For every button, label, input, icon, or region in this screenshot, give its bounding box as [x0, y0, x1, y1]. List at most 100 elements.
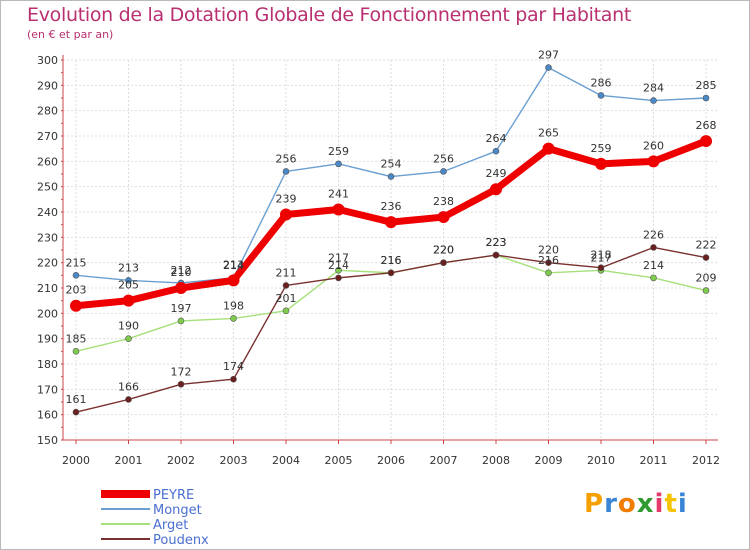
- y-tick-label: 210: [37, 282, 58, 295]
- data-point-poudenx: [650, 244, 657, 251]
- data-point-poudenx: [282, 282, 290, 289]
- data-label-peyre: 259: [591, 142, 612, 155]
- data-point-poudenx: [545, 259, 552, 266]
- data-point-poudenx: [597, 264, 605, 272]
- x-tick-label: 2010: [587, 454, 615, 467]
- data-label-monget: 297: [538, 49, 559, 62]
- y-tick-label: 290: [37, 79, 58, 92]
- legend-label-arget: Arget: [153, 518, 188, 533]
- data-point-poudenx: [387, 269, 395, 277]
- x-tick-label: 2007: [430, 454, 458, 467]
- data-label-monget: 256: [433, 152, 454, 165]
- x-tick-label: 2000: [62, 454, 90, 467]
- x-tick-label: 2001: [115, 454, 143, 467]
- data-label-peyre: 260: [643, 139, 664, 152]
- data-point-monget: [492, 147, 500, 155]
- data-label-monget: 254: [381, 158, 402, 171]
- proxiti-logo-letter: x: [636, 489, 655, 519]
- data-label-poudenx: 218: [591, 249, 612, 262]
- data-label-poudenx: 223: [486, 236, 507, 249]
- data-label-arget: 198: [223, 299, 244, 312]
- data-point-poudenx: [702, 254, 710, 261]
- data-point-arget: [282, 307, 290, 315]
- data-point-monget: [440, 168, 447, 175]
- series-lines: [70, 64, 712, 416]
- x-tick-label: 2003: [220, 454, 248, 467]
- y-tick-label: 200: [37, 307, 58, 320]
- data-point-arget: [545, 269, 552, 277]
- data-label-poudenx: 166: [118, 380, 139, 393]
- data-label-peyre: 241: [328, 187, 349, 200]
- data-label-arget: 217: [328, 251, 349, 264]
- data-point-peyre: [437, 211, 450, 224]
- data-label-poudenx: 216: [381, 254, 402, 267]
- data-label-peyre: 203: [66, 284, 87, 297]
- data-point-monget: [702, 94, 710, 102]
- data-point-peyre: [122, 294, 135, 307]
- data-label-poudenx: 220: [538, 244, 559, 257]
- y-tick-label: 160: [37, 409, 58, 422]
- data-label-arget: 220: [433, 244, 454, 257]
- data-point-arget: [230, 315, 237, 322]
- data-label-monget: 256: [276, 152, 297, 165]
- data-point-peyre: [542, 142, 555, 155]
- x-tick-label: 2008: [482, 454, 510, 467]
- data-point-peyre: [70, 299, 82, 312]
- y-tick-label: 240: [37, 206, 58, 219]
- proxiti-logo-letter: r: [604, 489, 618, 519]
- legend-label-peyre: PEYRE: [153, 488, 194, 503]
- data-point-peyre: [595, 157, 607, 170]
- data-point-peyre: [490, 183, 502, 196]
- data-point-peyre: [700, 135, 712, 148]
- data-label-peyre: 249: [486, 167, 507, 180]
- y-tick-label: 260: [37, 155, 58, 168]
- data-label-monget: 213: [118, 261, 139, 274]
- data-label-arget: 209: [696, 272, 717, 285]
- data-point-arget: [335, 266, 342, 274]
- data-label-arget: 216: [538, 254, 559, 267]
- y-tick-label: 230: [37, 231, 58, 244]
- data-label-peyre: 213: [223, 258, 244, 271]
- legend-label-monget: Monget: [153, 503, 202, 518]
- data-point-arget: [650, 274, 657, 282]
- x-tick-label: 2006: [377, 454, 405, 467]
- data-point-poudenx: [440, 259, 447, 266]
- data-label-monget: 215: [66, 256, 87, 269]
- data-point-peyre: [175, 282, 187, 294]
- proxiti-logo-letter: t: [664, 489, 678, 519]
- y-tick-label: 280: [37, 105, 58, 118]
- x-tick-label: 2011: [640, 454, 668, 467]
- data-point-poudenx: [125, 396, 132, 403]
- data-point-monget: [545, 64, 552, 71]
- chart-title: Evolution de la Dotation Globale de Fonc…: [27, 4, 632, 26]
- data-label-monget: 214: [223, 259, 244, 272]
- data-label-arget: 217: [591, 251, 612, 264]
- data-label-peyre: 236: [381, 200, 402, 213]
- data-point-monget: [282, 168, 290, 175]
- data-point-peyre: [332, 203, 345, 216]
- axes: [61, 55, 718, 444]
- x-tick-label: 2002: [167, 454, 195, 467]
- data-label-monget: 259: [328, 145, 349, 158]
- y-tick-label: 180: [37, 358, 58, 371]
- data-point-monget: [387, 173, 395, 180]
- data-point-poudenx: [335, 274, 342, 282]
- data-label-peyre: 210: [171, 266, 192, 279]
- y-tick-label: 300: [37, 54, 58, 67]
- data-point-poudenx: [72, 408, 80, 416]
- data-point-monget: [650, 97, 657, 104]
- data-label-monget: 264: [486, 132, 507, 145]
- data-point-monget: [72, 272, 80, 279]
- data-point-monget: [125, 277, 132, 284]
- data-label-poudenx: 222: [696, 239, 717, 252]
- x-tick-label: 2004: [272, 454, 300, 467]
- data-label-arget: 223: [486, 236, 507, 249]
- tick-labels: 150 160 170 180 190 200 210 220 230 240 250 260 270 2…: [37, 54, 720, 467]
- data-label-monget: 212: [171, 264, 192, 277]
- data-label-arget: 214: [643, 259, 664, 272]
- data-label-arget: 185: [66, 332, 87, 345]
- x-tick-label: 2012: [692, 454, 720, 467]
- data-label-monget: 284: [643, 82, 664, 95]
- grid-lines: [63, 59, 718, 441]
